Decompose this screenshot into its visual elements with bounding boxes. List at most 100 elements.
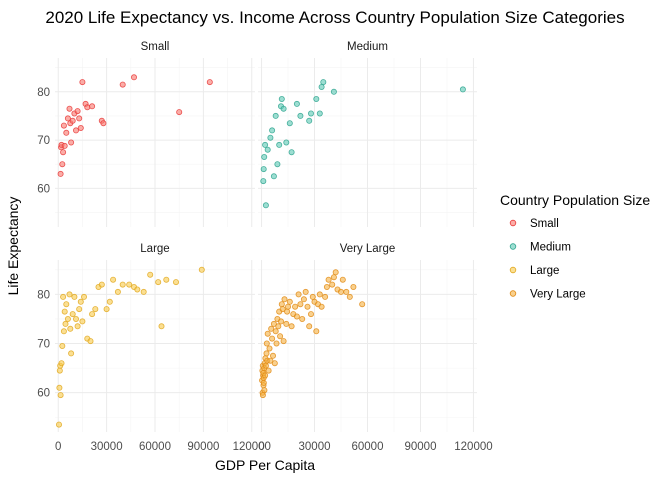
facet-panel: Large 60 70 80 0 30000 60000 90000 120000 (37, 243, 271, 453)
data-point (273, 340, 280, 347)
data-point (84, 104, 91, 111)
data-point (69, 311, 76, 318)
data-point (307, 311, 314, 318)
data-point (76, 115, 83, 122)
data-point (206, 79, 213, 86)
data-point (325, 276, 332, 283)
data-point (130, 74, 137, 81)
data-point (262, 141, 269, 148)
data-point (74, 323, 81, 330)
legend-label: Small (530, 218, 559, 230)
data-point (73, 127, 80, 134)
data-point (158, 323, 165, 330)
data-point (343, 288, 350, 295)
data-point (278, 96, 285, 103)
data-point (57, 392, 64, 399)
data-point (261, 387, 268, 394)
legend-label: Large (530, 265, 559, 277)
data-point (64, 315, 71, 322)
data-point (163, 276, 170, 283)
data-point (147, 271, 154, 278)
data-point (264, 146, 271, 153)
data-point (63, 129, 70, 136)
data-point (265, 367, 272, 374)
data-point (332, 269, 339, 276)
legend-label: Very Large (530, 289, 586, 301)
data-point (66, 291, 73, 298)
data-point (270, 173, 277, 180)
data-point (459, 86, 466, 93)
data-point (98, 281, 105, 288)
data-point (283, 139, 290, 146)
x-axis-title: GDP Per Capita (215, 457, 315, 473)
data-point (89, 103, 96, 110)
data-point (77, 298, 84, 305)
data-point (267, 134, 274, 141)
data-point (313, 96, 320, 103)
data-point (260, 166, 267, 173)
data-point (307, 110, 314, 117)
data-point (81, 293, 88, 300)
data-point (323, 283, 330, 290)
data-point (269, 335, 276, 342)
facet-panels: Small 60 70 80 Medium Large 60 70 80 0 30000 60000 9… (37, 41, 492, 453)
data-point (266, 345, 273, 352)
data-point (346, 293, 353, 300)
data-point (313, 328, 320, 335)
x-tick-label: 0 (258, 441, 264, 453)
data-point (264, 330, 271, 337)
data-point (299, 315, 306, 322)
data-point (68, 139, 75, 146)
data-point (272, 328, 279, 335)
facet-panel: Small 60 70 80 (37, 41, 255, 227)
data-point (284, 303, 291, 310)
data-point (271, 360, 278, 367)
data-point (110, 276, 117, 283)
data-point (329, 281, 336, 288)
data-point (260, 178, 267, 185)
y-tick-label: 60 (37, 388, 50, 400)
data-point (77, 125, 84, 132)
data-point (297, 112, 304, 119)
data-point (56, 421, 63, 428)
data-point (263, 340, 270, 347)
legend-key (509, 243, 517, 250)
y-axis-title: Life Expectancy (5, 197, 21, 296)
chart-title: 2020 Life Expectancy vs. Income Across C… (45, 8, 624, 27)
x-tick-label: 60000 (139, 441, 171, 453)
legend-key (509, 290, 517, 297)
data-point (260, 379, 267, 386)
data-point (284, 308, 291, 315)
data-point (114, 288, 121, 295)
data-point (279, 306, 286, 313)
data-point (318, 303, 325, 310)
data-point (276, 141, 283, 148)
y-tick-label: 60 (37, 183, 50, 195)
data-point (330, 274, 337, 281)
data-point (61, 142, 68, 149)
facet-panel: Very Large 0 30000 60000 90000 120000 (258, 243, 493, 453)
data-point (304, 303, 311, 310)
data-point (62, 320, 69, 327)
y-tick-label: 80 (37, 289, 50, 301)
data-point (359, 301, 366, 308)
data-point (100, 120, 107, 127)
x-tick-label: 90000 (187, 441, 219, 453)
data-point (267, 357, 274, 364)
facet-strip-label: Large (140, 243, 169, 255)
data-point (318, 84, 325, 91)
data-point (277, 333, 284, 340)
data-point (103, 306, 110, 313)
data-point (56, 384, 63, 391)
y-tick-label: 70 (37, 135, 50, 147)
facet-strip-label: Medium (347, 41, 388, 53)
data-point (176, 109, 183, 116)
data-point (286, 120, 293, 127)
data-point (263, 350, 270, 357)
data-point (293, 100, 300, 107)
data-point (330, 88, 337, 95)
data-point (277, 318, 284, 325)
data-point (67, 325, 74, 332)
data-point (261, 153, 268, 160)
